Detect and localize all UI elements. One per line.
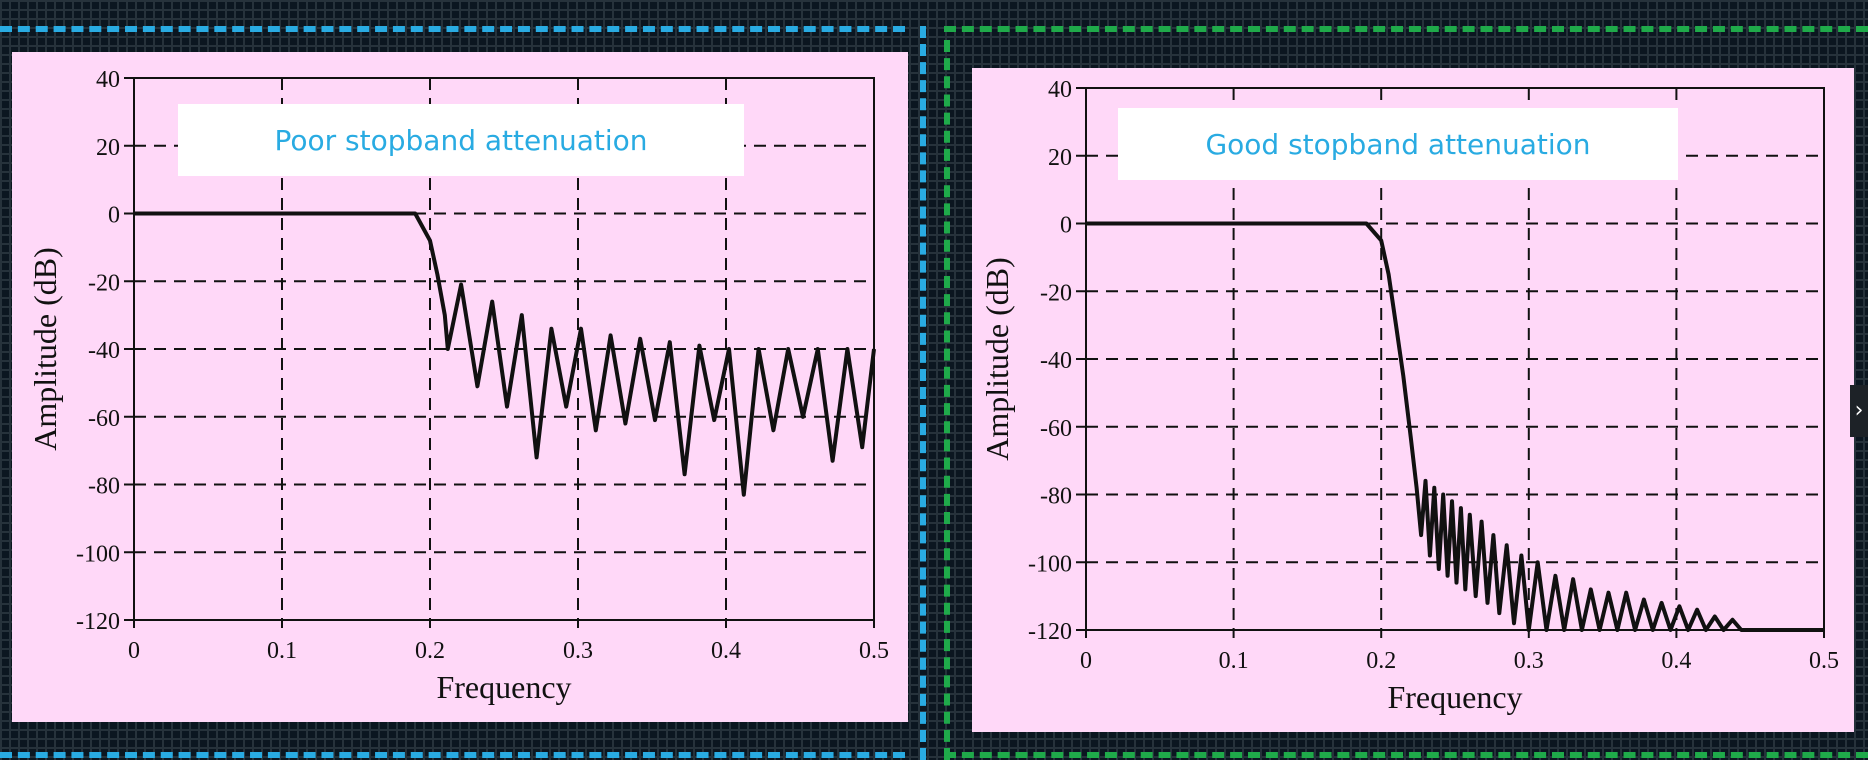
- y-axis-title: Amplitude (dB): [27, 247, 63, 451]
- chart-panel-good: 0 0.1 0.2 0.3 0.4 0.5 40 20 0 -20 -40 -60 -80 -100 -12…: [972, 68, 1854, 732]
- annotation-text: Poor stopband attenuation: [274, 124, 647, 157]
- y-tick-label: 40: [96, 67, 120, 93]
- series-line-0: [134, 211, 876, 497]
- annotation-box: [178, 104, 744, 176]
- x-tick-label: 0.3: [563, 638, 593, 664]
- chart-panel-poor: 0 0.1 0.2 0.3 0.4 0.5 40 20 0 -20 -40 -60 -80 -100 -12…: [12, 52, 908, 722]
- y-tick-label: -20: [1040, 280, 1072, 306]
- left-frame-bottom-dash: [0, 752, 905, 758]
- x-axis-title: Frequency: [436, 669, 571, 705]
- annotation-text: Good stopband attenuation: [1205, 128, 1590, 161]
- y-tick-label: -60: [88, 406, 120, 432]
- y-tick-label: 0: [1060, 213, 1072, 239]
- right-frame-left-dash: [944, 40, 950, 760]
- x-tick-label: 0.5: [1809, 648, 1839, 674]
- y-tick-label: -100: [76, 541, 120, 567]
- y-tick-label: -120: [76, 609, 120, 635]
- y-tick-label: -120: [1028, 619, 1072, 645]
- y-tick-label: -80: [1040, 484, 1072, 510]
- right-frame-top-dash: [944, 26, 1868, 32]
- left-frame-right-dash: [920, 26, 926, 760]
- next-slide-button[interactable]: ›: [1850, 385, 1868, 437]
- chevron-right-icon: ›: [1854, 398, 1864, 423]
- x-axis-title: Frequency: [1387, 679, 1522, 715]
- y-tick-label: -80: [88, 474, 120, 500]
- y-tick-label: -20: [88, 270, 120, 296]
- chart-poor-stopband: 0 0.1 0.2 0.3 0.4 0.5 40 20 0 -20 -40 -60 -80 -100 -12…: [27, 67, 889, 705]
- x-tick-label: 0.2: [1366, 648, 1396, 674]
- x-tick-label: 0.2: [415, 638, 445, 664]
- right-frame-bottom-dash: [944, 752, 1868, 758]
- x-tick-label: 0.1: [1219, 648, 1249, 674]
- chart-good-stopband: 0 0.1 0.2 0.3 0.4 0.5 40 20 0 -20 -40 -60 -80 -100 -12…: [979, 77, 1839, 715]
- x-tick-label: 0.4: [711, 638, 741, 664]
- y-tick-label: -100: [1028, 551, 1072, 577]
- y-tick-label: 0: [108, 203, 120, 229]
- y-tick-label: -60: [1040, 416, 1072, 442]
- x-tick-label: 0: [1080, 648, 1092, 674]
- y-axis-title: Amplitude (dB): [979, 257, 1015, 461]
- y-tick-label: 40: [1048, 77, 1072, 103]
- series-line-0: [1086, 221, 1824, 632]
- y-tick-label: 20: [1048, 145, 1072, 171]
- y-tick-label: -40: [88, 338, 120, 364]
- annotation-box: [1118, 108, 1678, 180]
- x-tick-label: 0: [128, 638, 140, 664]
- x-tick-label: 0.5: [859, 638, 889, 664]
- x-tick-label: 0.1: [267, 638, 297, 664]
- y-tick-label: 20: [96, 135, 120, 161]
- x-tick-label: 0.4: [1661, 648, 1691, 674]
- left-frame-top-dash: [0, 26, 905, 32]
- x-tick-label: 0.3: [1514, 648, 1544, 674]
- y-tick-label: -40: [1040, 348, 1072, 374]
